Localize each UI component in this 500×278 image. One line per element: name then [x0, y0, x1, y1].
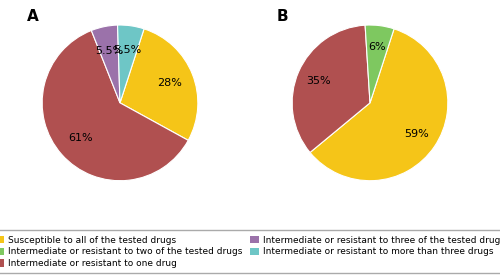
Text: 35%: 35%: [306, 76, 331, 86]
Wedge shape: [42, 31, 188, 181]
Wedge shape: [118, 25, 144, 103]
Wedge shape: [365, 25, 394, 103]
Text: 5.5%: 5.5%: [114, 46, 141, 55]
Text: 6%: 6%: [368, 42, 386, 52]
Text: A: A: [26, 9, 38, 24]
Text: 61%: 61%: [68, 133, 92, 143]
Wedge shape: [310, 29, 448, 181]
Wedge shape: [92, 25, 120, 103]
Wedge shape: [120, 29, 198, 140]
Legend: Susceptible to all of the tested drugs, Intermediate or resistant to two of the : Susceptible to all of the tested drugs, …: [0, 230, 500, 274]
Text: B: B: [276, 9, 288, 24]
Text: 59%: 59%: [404, 129, 428, 139]
Text: 5.5%: 5.5%: [95, 46, 124, 56]
Wedge shape: [292, 25, 370, 152]
Text: 28%: 28%: [157, 78, 182, 88]
